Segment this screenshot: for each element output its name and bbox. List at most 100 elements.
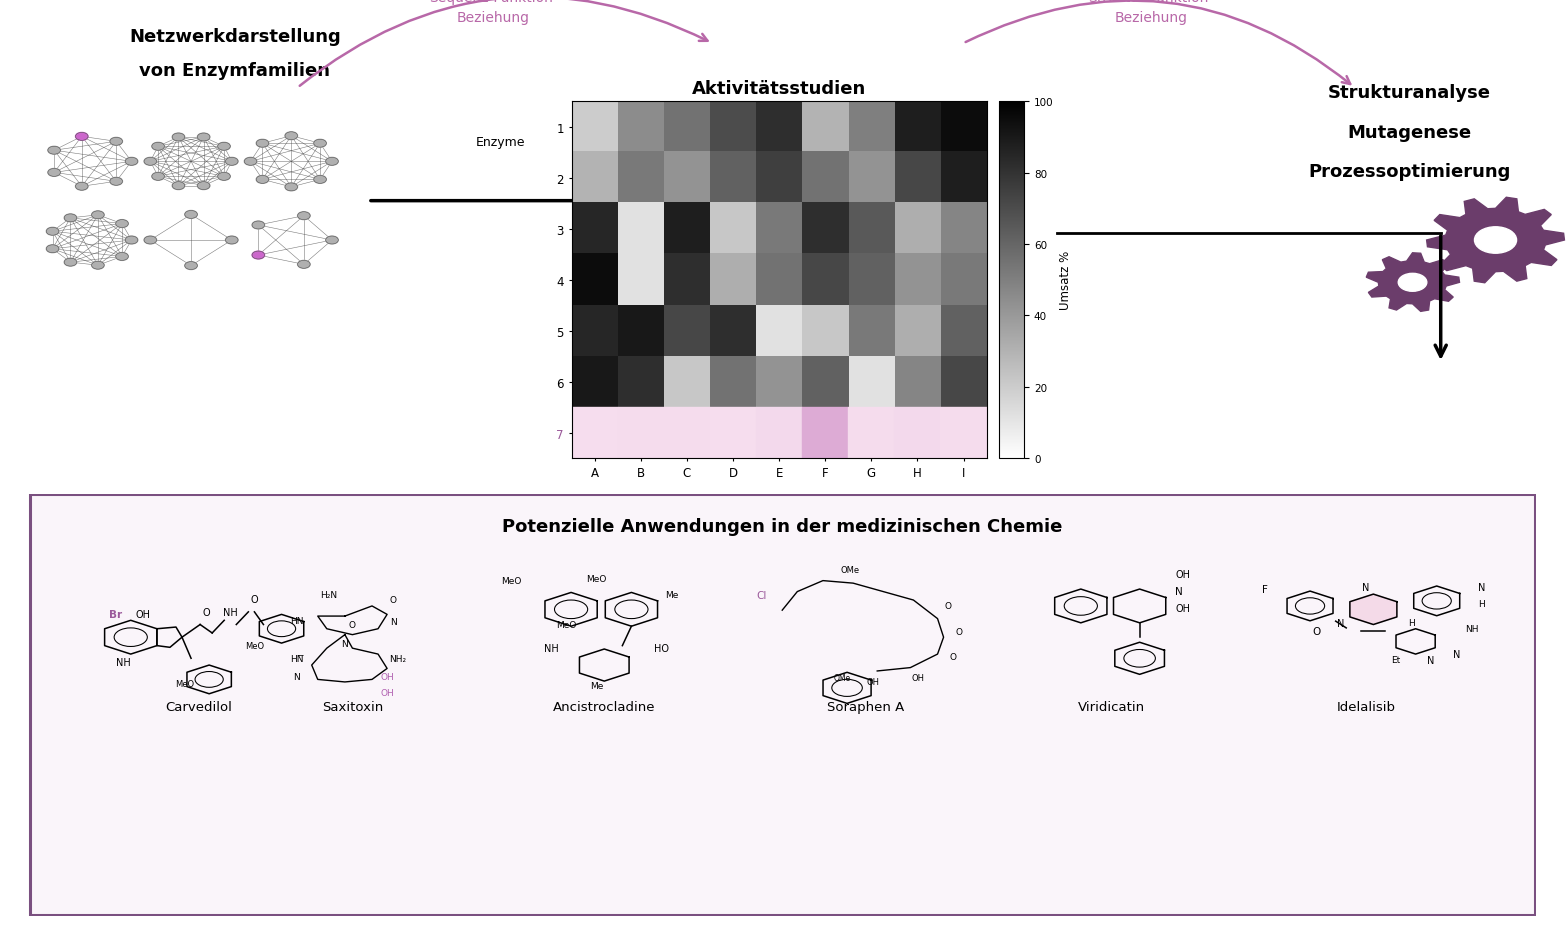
Text: HO: HO bbox=[655, 643, 669, 654]
Text: MeO: MeO bbox=[501, 577, 521, 586]
Circle shape bbox=[326, 236, 338, 245]
Text: OH: OH bbox=[381, 673, 395, 681]
Text: N: N bbox=[1478, 582, 1486, 591]
Bar bbox=[849, 408, 894, 459]
Circle shape bbox=[1475, 227, 1516, 254]
Circle shape bbox=[92, 211, 105, 220]
Text: H: H bbox=[1478, 599, 1485, 608]
Text: Et: Et bbox=[1391, 655, 1400, 665]
Text: HN: HN bbox=[290, 616, 304, 625]
Circle shape bbox=[257, 176, 269, 184]
Y-axis label: Umsatz %: Umsatz % bbox=[1059, 251, 1073, 310]
Circle shape bbox=[1398, 274, 1427, 292]
Circle shape bbox=[244, 159, 257, 166]
Circle shape bbox=[313, 176, 326, 184]
Bar bbox=[941, 408, 987, 459]
Bar bbox=[802, 408, 849, 459]
Text: OH: OH bbox=[1176, 603, 1190, 613]
Text: O: O bbox=[955, 627, 962, 636]
Text: Soraphen A: Soraphen A bbox=[827, 700, 904, 713]
Text: MeO: MeO bbox=[175, 679, 194, 689]
Bar bbox=[617, 408, 664, 459]
Bar bbox=[756, 408, 802, 459]
Text: Carvedilol: Carvedilol bbox=[164, 700, 232, 713]
Text: Enzyme: Enzyme bbox=[476, 136, 525, 149]
Circle shape bbox=[326, 159, 338, 166]
Text: Saxitoxin: Saxitoxin bbox=[321, 700, 384, 713]
Text: N: N bbox=[293, 673, 301, 681]
Text: H: H bbox=[1408, 618, 1414, 628]
Text: NH: NH bbox=[222, 607, 238, 617]
Circle shape bbox=[64, 215, 77, 222]
Text: OH: OH bbox=[381, 688, 395, 697]
Polygon shape bbox=[1366, 253, 1460, 312]
Circle shape bbox=[47, 228, 60, 236]
Circle shape bbox=[185, 262, 197, 271]
Bar bbox=[894, 408, 941, 459]
Circle shape bbox=[144, 159, 157, 166]
Text: OH: OH bbox=[135, 609, 150, 619]
Circle shape bbox=[125, 236, 138, 245]
Text: OMe: OMe bbox=[841, 565, 860, 575]
Text: OH: OH bbox=[911, 674, 924, 682]
Text: N: N bbox=[1362, 582, 1370, 591]
Circle shape bbox=[285, 133, 298, 141]
Circle shape bbox=[252, 222, 265, 230]
Circle shape bbox=[226, 236, 238, 245]
Text: OH: OH bbox=[866, 678, 879, 687]
Circle shape bbox=[110, 138, 122, 146]
Text: Potenzielle Anwendungen in der medizinischen Chemie: Potenzielle Anwendungen in der medizinis… bbox=[503, 517, 1062, 535]
Circle shape bbox=[298, 261, 310, 269]
Circle shape bbox=[64, 259, 77, 267]
Text: Ancistrocladine: Ancistrocladine bbox=[553, 700, 656, 713]
Text: NH: NH bbox=[1464, 625, 1478, 633]
Text: NH: NH bbox=[543, 643, 559, 654]
Circle shape bbox=[172, 133, 185, 142]
Polygon shape bbox=[1427, 198, 1564, 284]
Text: Viridicatin: Viridicatin bbox=[1077, 700, 1145, 713]
Circle shape bbox=[49, 170, 61, 177]
Polygon shape bbox=[1350, 594, 1397, 625]
Text: O: O bbox=[944, 602, 952, 611]
Text: OMe: OMe bbox=[835, 674, 850, 682]
Text: N: N bbox=[341, 639, 348, 648]
Text: von Enzymfamilien: von Enzymfamilien bbox=[139, 62, 330, 80]
FancyBboxPatch shape bbox=[30, 495, 1535, 915]
Bar bbox=[709, 408, 756, 459]
Circle shape bbox=[47, 246, 60, 253]
Circle shape bbox=[185, 211, 197, 219]
Circle shape bbox=[49, 147, 61, 155]
Text: N: N bbox=[1427, 655, 1434, 666]
Text: Substrate: Substrate bbox=[709, 508, 770, 522]
Circle shape bbox=[226, 159, 238, 166]
Circle shape bbox=[110, 178, 122, 186]
Text: MeO: MeO bbox=[587, 574, 608, 583]
Circle shape bbox=[252, 252, 265, 260]
Text: Me: Me bbox=[666, 590, 678, 600]
Circle shape bbox=[197, 183, 210, 190]
Text: Me: Me bbox=[590, 681, 603, 690]
Circle shape bbox=[197, 133, 210, 142]
Text: HN̅: HN̅ bbox=[290, 654, 304, 663]
Text: Netzwerkdarstellung: Netzwerkdarstellung bbox=[128, 29, 341, 46]
Circle shape bbox=[75, 184, 88, 191]
Circle shape bbox=[257, 140, 269, 148]
Text: O: O bbox=[949, 653, 957, 661]
Text: O: O bbox=[390, 595, 396, 604]
Bar bbox=[664, 408, 709, 459]
Title: Aktivitätsstudien: Aktivitätsstudien bbox=[692, 80, 866, 97]
Text: N: N bbox=[390, 617, 396, 627]
Text: Struktur-Funktion-
Beziehung: Struktur-Funktion- Beziehung bbox=[1088, 0, 1214, 25]
Text: Sequenz-Funktion-
Beziehung: Sequenz-Funktion- Beziehung bbox=[429, 0, 557, 25]
Text: Idelalisib: Idelalisib bbox=[1336, 700, 1395, 713]
Text: H₂N: H₂N bbox=[319, 590, 337, 600]
Text: Mutagenese: Mutagenese bbox=[1347, 123, 1472, 142]
Circle shape bbox=[144, 236, 157, 245]
Circle shape bbox=[116, 253, 128, 261]
Circle shape bbox=[298, 212, 310, 221]
Circle shape bbox=[313, 140, 326, 148]
FancyArrowPatch shape bbox=[966, 2, 1350, 85]
Text: Cl: Cl bbox=[756, 590, 767, 601]
Text: N: N bbox=[1453, 650, 1460, 659]
Text: NH: NH bbox=[116, 657, 130, 667]
